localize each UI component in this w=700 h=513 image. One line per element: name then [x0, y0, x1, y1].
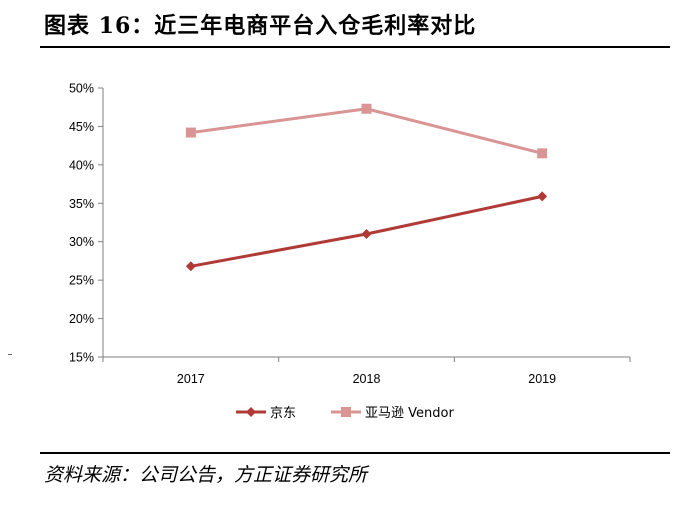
x-tick-label: 2018 — [353, 372, 381, 386]
x-tick-label: 2017 — [177, 372, 205, 386]
data-point — [185, 127, 196, 138]
x-tick-label: 2019 — [528, 372, 556, 386]
y-tick-label: 40% — [69, 158, 94, 172]
data-point — [537, 191, 548, 202]
y-tick-label: 30% — [69, 235, 94, 249]
source-note: 资料来源：公司公告，方正证券研究所 — [44, 464, 368, 486]
legend-label: 亚马逊 Vendor — [365, 406, 454, 421]
series-layer — [185, 103, 548, 272]
source-rule — [40, 452, 670, 454]
y-tick-label: 25% — [69, 274, 94, 288]
data-point — [361, 103, 372, 114]
y-tick-label: 45% — [69, 120, 94, 134]
title-rule — [40, 46, 670, 48]
legend: 京东 亚马逊 Vendor — [236, 406, 454, 421]
y-tick-label: 15% — [69, 351, 94, 365]
data-point — [361, 229, 372, 240]
y-axis: 15% 20% 25% 30% 35% 40% 45% 50% — [69, 82, 104, 365]
y-tick-label: 50% — [69, 82, 94, 96]
legend-marker — [341, 407, 351, 417]
y-tick-label: 20% — [69, 312, 94, 326]
figure-title: 图表 16：近三年电商平台入仓毛利率对比 — [44, 13, 477, 39]
legend-marker — [246, 407, 256, 417]
data-point — [537, 148, 548, 159]
stray-mark — [8, 354, 12, 355]
data-point — [185, 261, 196, 272]
x-axis: 2017 2018 2019 — [102, 356, 631, 386]
y-tick-label: 35% — [69, 197, 94, 211]
legend-label: 京东 — [270, 406, 296, 421]
series-line-2 — [190, 107, 543, 155]
